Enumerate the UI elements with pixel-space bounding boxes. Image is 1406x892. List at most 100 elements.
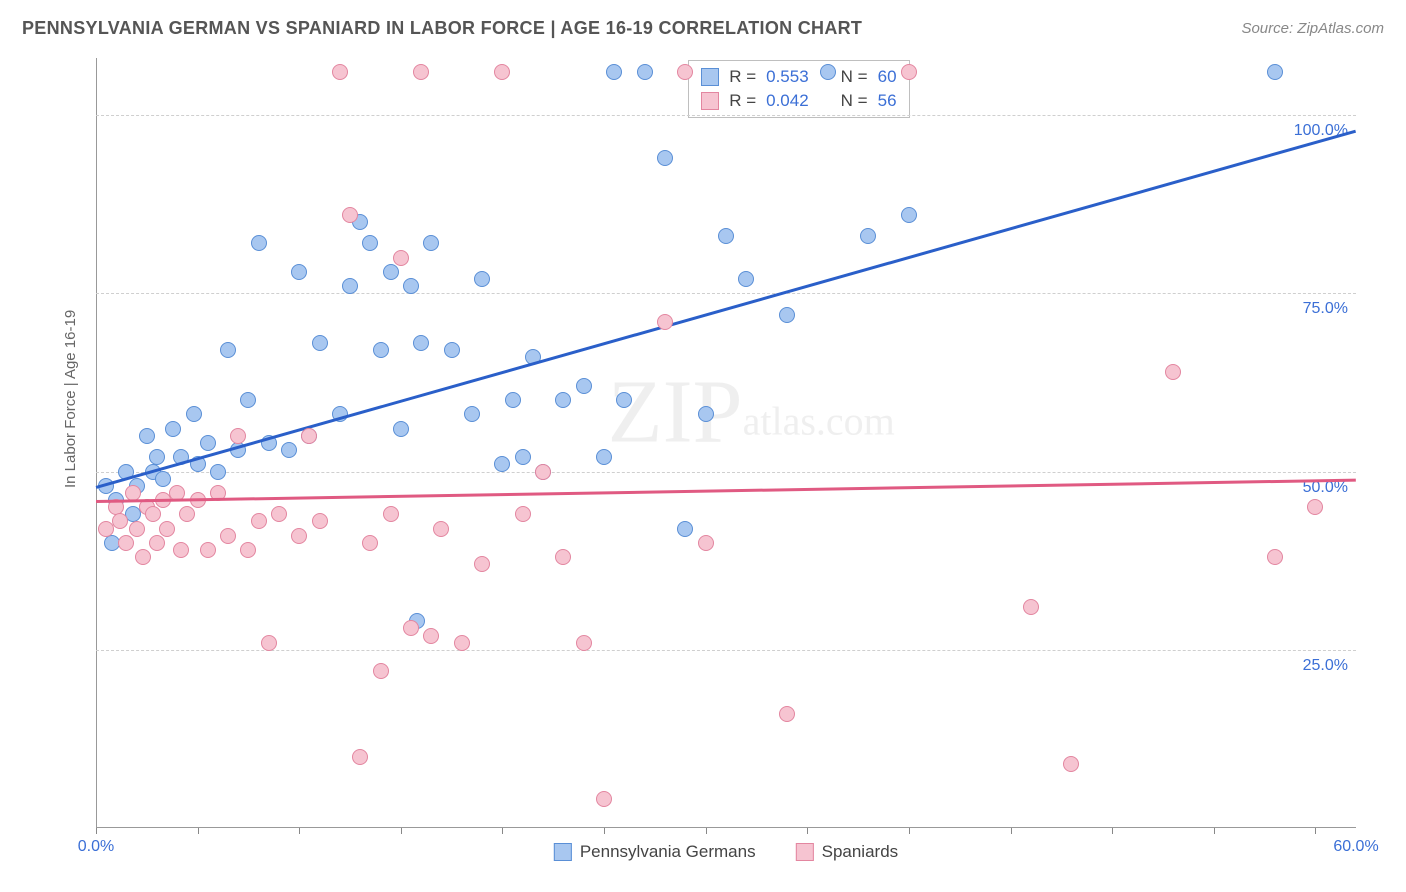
data-point [596,791,612,807]
data-point [576,635,592,651]
data-point [1267,549,1283,565]
data-point [454,635,470,651]
data-point [332,64,348,80]
y-tick-label: 100.0% [1294,122,1348,140]
watermark: ZIPatlas.com [608,361,895,464]
data-point [155,471,171,487]
legend-item: Pennsylvania Germans [554,842,756,862]
data-point [423,235,439,251]
chart-area: In Labor Force | Age 16-19 ZIPatlas.com … [50,58,1360,828]
data-point [860,228,876,244]
data-point [657,314,673,330]
data-point [444,342,460,358]
data-point [637,64,653,80]
data-point [1165,364,1181,380]
gridline [96,293,1356,294]
stats-legend-box: R = 0.553N = 60R = 0.042N = 56 [688,60,909,118]
x-tick [502,828,503,834]
data-point [342,207,358,223]
data-point [1023,599,1039,615]
stat-n-label: N = [841,67,868,87]
data-point [251,513,267,529]
trend-line [96,129,1357,488]
data-point [535,464,551,480]
watermark-main: ZIP [608,363,743,462]
y-tick-label: 75.0% [1303,300,1348,318]
data-point [312,513,328,529]
data-point [413,335,429,351]
data-point [281,442,297,458]
data-point [820,64,836,80]
data-point [301,428,317,444]
series-legend: Pennsylvania Germans Spaniards [554,842,898,862]
data-point [383,264,399,280]
x-tick [1315,828,1316,834]
x-axis-line [96,827,1356,828]
data-point [698,406,714,422]
data-point [657,150,673,166]
chart-title: PENNSYLVANIA GERMAN VS SPANIARD IN LABOR… [22,18,862,39]
data-point [240,392,256,408]
data-point [515,449,531,465]
data-point [129,521,145,537]
data-point [494,456,510,472]
chart-header: PENNSYLVANIA GERMAN VS SPANIARD IN LABOR… [0,0,1406,49]
data-point [373,663,389,679]
legend-item: Spaniards [796,842,899,862]
gridline [96,650,1356,651]
data-point [179,506,195,522]
data-point [173,542,189,558]
data-point [342,278,358,294]
stats-row: R = 0.042N = 56 [701,89,896,113]
data-point [393,250,409,266]
data-point [240,542,256,558]
data-point [616,392,632,408]
data-point [474,556,490,572]
data-point [165,421,181,437]
data-point [576,378,592,394]
x-tick [401,828,402,834]
watermark-tail: atlas.com [743,399,895,444]
data-point [271,506,287,522]
data-point [494,64,510,80]
data-point [464,406,480,422]
data-point [1063,756,1079,772]
data-point [677,64,693,80]
data-point [393,421,409,437]
legend-swatch [701,68,719,86]
data-point [230,428,246,444]
x-tick [299,828,300,834]
data-point [261,635,277,651]
data-point [383,506,399,522]
data-point [555,392,571,408]
data-point [738,271,754,287]
x-tick [96,828,97,834]
gridline [96,472,1356,473]
data-point [423,628,439,644]
plot-region: ZIPatlas.com R = 0.553N = 60R = 0.042N =… [96,58,1356,828]
stat-r-label: R = [729,67,756,87]
data-point [779,706,795,722]
data-point [159,521,175,537]
data-point [112,513,128,529]
x-tick [1214,828,1215,834]
data-point [149,535,165,551]
data-point [200,542,216,558]
gridline [96,115,1356,116]
stat-r-label: R = [729,91,756,111]
data-point [186,406,202,422]
data-point [901,207,917,223]
legend-swatch [701,92,719,110]
x-axis-min-label: 0.0% [78,838,114,856]
data-point [596,449,612,465]
data-point [606,64,622,80]
data-point [352,749,368,765]
x-tick [1112,828,1113,834]
data-point [1267,64,1283,80]
data-point [901,64,917,80]
data-point [555,549,571,565]
data-point [403,620,419,636]
data-point [149,449,165,465]
data-point [433,521,449,537]
x-tick [1011,828,1012,834]
